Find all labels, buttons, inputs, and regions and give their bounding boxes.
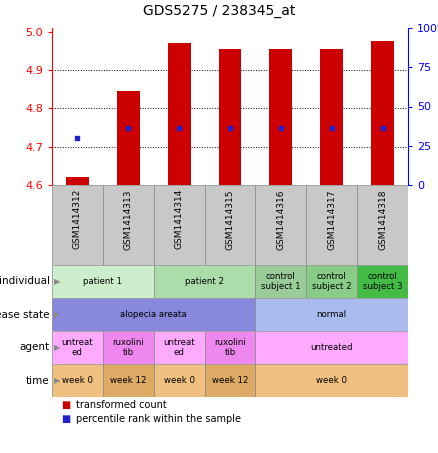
Text: untreat
ed: untreat ed (62, 338, 93, 357)
Bar (52, 364, 103, 397)
Bar (103, 331, 154, 364)
Text: week 0: week 0 (164, 376, 194, 385)
Text: untreated: untreated (311, 343, 353, 352)
Bar (205, 185, 255, 265)
Text: week 0: week 0 (316, 376, 347, 385)
Text: ▶: ▶ (54, 343, 61, 352)
Bar (52, 265, 154, 298)
Text: agent: agent (20, 342, 50, 352)
Text: percentile rank within the sample: percentile rank within the sample (76, 414, 241, 424)
Text: GSM1414316: GSM1414316 (276, 189, 286, 250)
Bar (52, 331, 103, 364)
Bar (154, 265, 255, 298)
Bar (154, 331, 205, 364)
Text: individual: individual (0, 276, 50, 286)
Bar (255, 364, 408, 397)
Bar (371, 41, 394, 185)
Bar (103, 364, 154, 397)
Text: ruxolini
tib: ruxolini tib (214, 338, 246, 357)
Text: week 12: week 12 (110, 376, 147, 385)
Text: ruxolini
tib: ruxolini tib (113, 338, 144, 357)
Bar (205, 364, 255, 397)
Bar (306, 265, 357, 298)
Text: GSM1414312: GSM1414312 (73, 189, 82, 249)
Text: GSM1414314: GSM1414314 (175, 189, 184, 249)
Text: ▶: ▶ (54, 376, 61, 385)
Text: ▶: ▶ (54, 277, 61, 286)
Text: patient 1: patient 1 (83, 277, 122, 286)
Bar (255, 185, 306, 265)
Bar (219, 49, 241, 185)
Text: disease state: disease state (0, 309, 50, 319)
Bar (269, 49, 292, 185)
Bar (320, 49, 343, 185)
Text: alopecia areata: alopecia areata (120, 310, 187, 319)
Text: patient 2: patient 2 (185, 277, 224, 286)
Bar (103, 185, 154, 265)
Text: GSM1414315: GSM1414315 (226, 189, 234, 250)
Bar (357, 265, 408, 298)
Bar (66, 177, 89, 185)
Text: control
subject 1: control subject 1 (261, 272, 300, 291)
Bar (154, 185, 205, 265)
Bar (255, 331, 408, 364)
Text: ■: ■ (61, 414, 70, 424)
Bar (168, 43, 191, 185)
Text: GSM1414318: GSM1414318 (378, 189, 387, 250)
Bar (255, 298, 408, 331)
Text: normal: normal (317, 310, 347, 319)
Text: ■: ■ (61, 400, 70, 410)
Text: week 0: week 0 (62, 376, 93, 385)
Bar (255, 265, 306, 298)
Text: control
subject 2: control subject 2 (312, 272, 352, 291)
Text: control
subject 3: control subject 3 (363, 272, 403, 291)
Bar (117, 91, 140, 185)
Text: GSM1414313: GSM1414313 (124, 189, 133, 250)
Bar (52, 298, 255, 331)
Bar (154, 364, 205, 397)
Bar (205, 331, 255, 364)
Bar (52, 185, 103, 265)
Bar (357, 185, 408, 265)
Bar (306, 185, 357, 265)
Text: time: time (26, 376, 50, 386)
Text: GSM1414317: GSM1414317 (327, 189, 336, 250)
Text: ▶: ▶ (54, 310, 61, 319)
Text: transformed count: transformed count (76, 400, 167, 410)
Text: untreat
ed: untreat ed (163, 338, 195, 357)
Text: GDS5275 / 238345_at: GDS5275 / 238345_at (143, 4, 295, 18)
Text: week 12: week 12 (212, 376, 248, 385)
